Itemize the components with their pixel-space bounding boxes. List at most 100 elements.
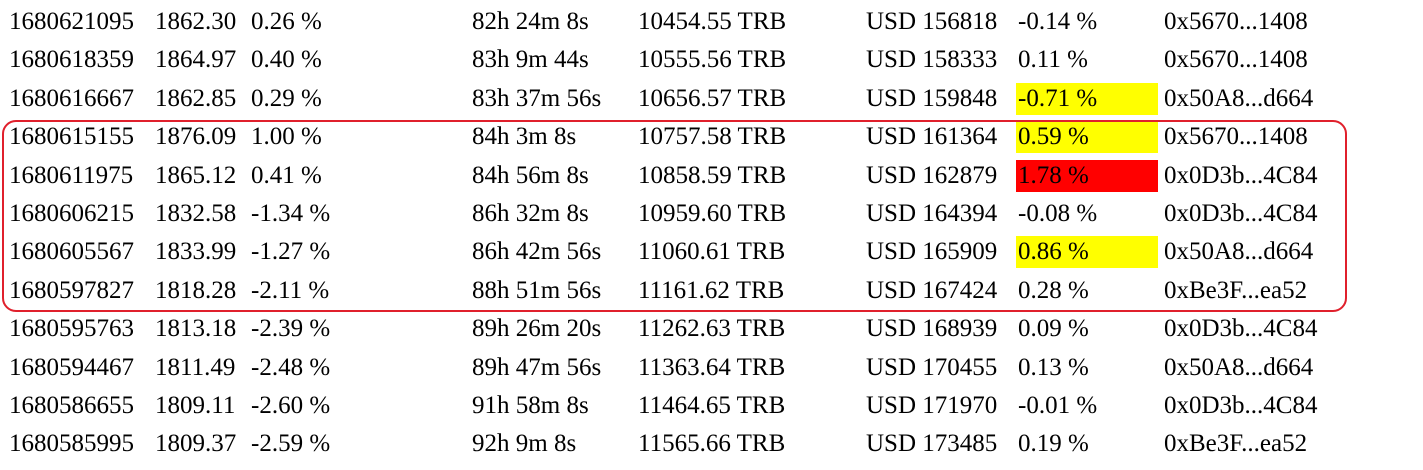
address-cell: 0x0D3b...4C84 <box>1164 315 1318 343</box>
duration-cell: 82h 24m 8s <box>472 8 589 35</box>
timestamp-cell: 1680618359 <box>9 46 134 74</box>
address-cell: 0x50A8...d664 <box>1164 353 1314 381</box>
usd-value-cell: USD 171970 <box>866 391 998 419</box>
duration-cell: 88h 51m 56s <box>472 276 602 304</box>
percent-change-cell: 0.13 % <box>1018 353 1089 381</box>
table-row: 1680611975 1865.12 0.41 % 84h 56m 8s 10858.5… <box>0 157 1423 195</box>
address-cell: 0x5670...1408 <box>1164 123 1308 151</box>
amount-cell: 10959.60 TRB <box>638 199 787 227</box>
usd-value-cell: USD 156818 <box>866 8 998 35</box>
usd-value-cell: USD 159848 <box>866 84 998 112</box>
usd-value-cell: USD 170455 <box>866 353 998 381</box>
table-row: 1680597827 1818.28 -2.11 % 88h 51m 56s 11161… <box>0 272 1423 310</box>
amount-cell: 10757.58 TRB <box>638 123 787 151</box>
percent-change-cell: -0.08 % <box>1018 199 1098 227</box>
price-cell: 1862.85 <box>155 84 237 112</box>
price-cell: 1865.12 <box>155 161 237 189</box>
amount-cell: 10555.56 TRB <box>638 46 787 74</box>
change-cell: -2.48 % <box>251 353 331 381</box>
address-cell: 0xBe3F...ea52 <box>1164 276 1308 304</box>
change-cell: 0.29 % <box>251 84 322 112</box>
usd-value-cell: USD 168939 <box>866 315 998 343</box>
duration-cell: 89h 26m 20s <box>472 315 602 343</box>
duration-cell: 86h 32m 8s <box>472 199 589 227</box>
table-row: 1680621095 1862.30 0.26 % 82h 24m 8s 10454.5… <box>0 3 1423 41</box>
percent-change-cell: 0.19 % <box>1018 430 1089 458</box>
change-cell: -2.11 % <box>251 276 330 304</box>
table-row: 1680586655 1809.11 -2.60 % 91h 58m 8s 11464.… <box>0 387 1423 425</box>
table-row: 1680616667 1862.85 0.29 % 83h 37m 56s 10656.… <box>0 80 1423 118</box>
address-cell: 0x0D3b...4C84 <box>1164 199 1318 227</box>
price-cell: 1832.58 <box>155 199 237 227</box>
price-cell: 1818.28 <box>155 276 237 304</box>
table-row: 1680618359 1864.97 0.40 % 83h 9m 44s 10555.5… <box>0 41 1423 79</box>
timestamp-cell: 1680586655 <box>9 391 134 419</box>
amount-cell: 11060.61 TRB <box>638 238 786 266</box>
duration-cell: 86h 42m 56s <box>472 238 602 266</box>
table-row: 1680606215 1832.58 -1.34 % 86h 32m 8s 10959.… <box>0 195 1423 233</box>
address-cell: 0x50A8...d664 <box>1164 84 1314 112</box>
timestamp-cell: 1680611975 <box>9 161 134 189</box>
usd-value-cell: USD 165909 <box>866 238 998 266</box>
price-cell: 1809.37 <box>155 430 237 458</box>
address-cell: 0x0D3b...4C84 <box>1164 161 1318 189</box>
duration-cell: 83h 9m 44s <box>472 46 589 74</box>
amount-cell: 11565.66 TRB <box>638 430 786 458</box>
address-cell: 0x5670...1408 <box>1164 46 1308 74</box>
duration-cell: 89h 47m 56s <box>472 353 602 381</box>
change-cell: -2.60 % <box>251 391 331 419</box>
duration-cell: 84h 56m 8s <box>472 161 589 189</box>
price-cell: 1864.97 <box>155 46 237 74</box>
percent-change-cell: 0.09 % <box>1018 315 1089 343</box>
timestamp-cell: 1680594467 <box>9 353 134 381</box>
percent-change-cell: 1.78 % <box>1016 159 1158 192</box>
percent-change-cell: 0.86 % <box>1016 236 1158 269</box>
price-cell: 1809.11 <box>155 391 236 419</box>
percent-change-cell: -0.01 % <box>1018 391 1098 419</box>
timestamp-cell: 1680597827 <box>9 276 134 304</box>
table-row: 1680605567 1833.99 -1.27 % 86h 42m 56s 11060… <box>0 233 1423 271</box>
usd-value-cell: USD 173485 <box>866 430 998 458</box>
price-cell: 1876.09 <box>155 123 237 151</box>
timestamp-cell: 1680605567 <box>9 238 134 266</box>
amount-cell: 10656.57 TRB <box>638 84 787 112</box>
change-cell: 0.26 % <box>251 8 322 35</box>
table-row: 1680585995 1809.37 -2.59 % 92h 9m 8s 11565.6… <box>0 425 1423 463</box>
change-cell: -2.59 % <box>251 430 331 458</box>
percent-change-cell: 0.28 % <box>1018 276 1089 304</box>
price-cell: 1813.18 <box>155 315 237 343</box>
usd-value-cell: USD 158333 <box>866 46 998 74</box>
duration-cell: 84h 3m 8s <box>472 123 577 151</box>
timestamp-cell: 1680621095 <box>9 8 134 35</box>
change-cell: -1.27 % <box>251 238 331 266</box>
address-cell: 0xBe3F...ea52 <box>1164 430 1308 458</box>
amount-cell: 11464.65 TRB <box>638 391 786 419</box>
amount-cell: 11161.62 TRB <box>638 276 785 304</box>
duration-cell: 92h 9m 8s <box>472 430 577 458</box>
amount-cell: 10858.59 TRB <box>638 161 787 189</box>
table-row: 1680595763 1813.18 -2.39 % 89h 26m 20s 11262… <box>0 310 1423 348</box>
timestamp-cell: 1680595763 <box>9 315 134 343</box>
price-cell: 1862.30 <box>155 8 237 35</box>
usd-value-cell: USD 167424 <box>866 276 998 304</box>
amount-cell: 11363.64 TRB <box>638 353 786 381</box>
timestamp-cell: 1680606215 <box>9 199 134 227</box>
price-cell: 1811.49 <box>155 353 236 381</box>
table-row: 1680594467 1811.49 -2.48 % 89h 47m 56s 11363… <box>0 349 1423 387</box>
percent-change-cell: 0.59 % <box>1016 121 1158 154</box>
address-cell: 0x50A8...d664 <box>1164 238 1314 266</box>
percent-change-cell: 0.11 % <box>1018 46 1088 74</box>
usd-value-cell: USD 161364 <box>866 123 998 151</box>
change-cell: -2.39 % <box>251 315 331 343</box>
change-cell: -1.34 % <box>251 199 331 227</box>
timestamp-cell: 1680616667 <box>9 84 134 112</box>
duration-cell: 83h 37m 56s <box>472 84 602 112</box>
change-cell: 0.40 % <box>251 46 322 74</box>
change-cell: 1.00 % <box>251 123 322 151</box>
table-row: 1680615155 1876.09 1.00 % 84h 3m 8s 10757.58… <box>0 118 1423 156</box>
usd-value-cell: USD 162879 <box>866 161 998 189</box>
price-cell: 1833.99 <box>155 238 237 266</box>
timestamp-cell: 1680585995 <box>9 430 134 458</box>
address-cell: 0x0D3b...4C84 <box>1164 391 1318 419</box>
address-cell: 0x5670...1408 <box>1164 8 1308 35</box>
